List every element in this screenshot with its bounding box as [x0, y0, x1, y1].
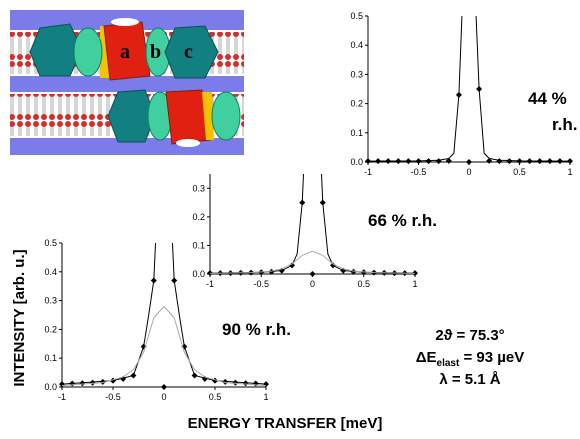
parameter: λ = 5.1 Å — [439, 371, 500, 388]
y-tick-label: 0.5 — [350, 11, 363, 21]
y-tick-label: 0.0 — [44, 382, 57, 392]
x-tick-label: 0.5 — [209, 392, 222, 402]
fit-line — [368, 0, 570, 161]
annotation: 66 % r.h. — [368, 211, 437, 230]
figure: a b c 2ϑ = 75.3° ΔEelast = 93 µeV λ = 5.… — [0, 0, 580, 434]
x-tick-label: 0 — [310, 279, 315, 289]
data-point — [161, 384, 167, 390]
x-tick-label: -1 — [364, 167, 372, 177]
x-tick-label: 0 — [466, 167, 471, 177]
y-axis-label: INTENSITY [arb. u.] — [11, 249, 28, 386]
y-tick-label: 0.2 — [44, 324, 57, 334]
x-tick-label: -0.5 — [105, 392, 121, 402]
data-point — [466, 159, 472, 165]
y-tick-label: 0.2 — [192, 212, 205, 222]
y-tick-label: 0.1 — [350, 128, 363, 138]
y-tick-label: 0.1 — [192, 240, 205, 250]
annotation: r.h. — [552, 115, 578, 134]
membrane-diagram: a b c — [10, 10, 244, 155]
data-point — [436, 158, 442, 164]
parameter-symbol: ΔE — [416, 349, 437, 366]
data-point — [310, 271, 316, 277]
protein — [74, 28, 102, 76]
parameter-value: = 93 µeV — [459, 349, 524, 366]
ligand — [111, 18, 139, 26]
y-tick-label: 0.2 — [350, 99, 363, 109]
y-tick-label: 0.3 — [44, 296, 57, 306]
diagram-label: b — [150, 41, 161, 63]
x-tick-label: 1 — [567, 167, 572, 177]
x-tick-label: 1 — [412, 279, 417, 289]
x-tick-label: -1 — [206, 279, 214, 289]
diagram-label: a — [120, 41, 130, 63]
y-tick-label: 0.3 — [192, 183, 205, 193]
annotation: 90 % r.h. — [222, 320, 291, 339]
protein — [212, 92, 240, 140]
data-point — [506, 158, 512, 164]
y-tick-label: 0.5 — [44, 238, 57, 248]
parameter: ΔEelast = 93 µeV — [416, 349, 525, 369]
y-tick-label: 0.3 — [350, 69, 363, 79]
x-tick-label: 1 — [263, 392, 268, 402]
chart: 0.0 0.1 0.2 0.3 0.4 0.5 -1 -0.5 0 0.5 1 44 % r.h. — [350, 0, 577, 177]
x-tick-label: -0.5 — [253, 279, 269, 289]
x-axis-label: ENERGY TRANSFER [meV] — [188, 415, 383, 432]
x-tick-label: 0.5 — [357, 279, 370, 289]
data-point — [496, 158, 502, 164]
parameter: 2ϑ = 75.3° — [435, 327, 504, 344]
y-tick-label: 0.0 — [350, 157, 363, 167]
diagram-label: c — [184, 41, 193, 63]
y-tick-label: 0.4 — [44, 267, 57, 277]
x-tick-label: -1 — [58, 392, 66, 402]
parameter-subscript: elast — [437, 358, 460, 369]
x-tick-label: 0 — [161, 392, 166, 402]
data-point — [426, 158, 432, 164]
x-tick-label: -0.5 — [411, 167, 427, 177]
y-tick-label: 0.1 — [44, 353, 57, 363]
annotation: 44 % — [528, 89, 567, 108]
x-tick-label: 0.5 — [513, 167, 526, 177]
fit-line — [62, 306, 266, 385]
y-tick-label: 0.4 — [350, 40, 363, 50]
y-tick-label: 0.0 — [192, 269, 205, 279]
ligand — [176, 139, 200, 147]
